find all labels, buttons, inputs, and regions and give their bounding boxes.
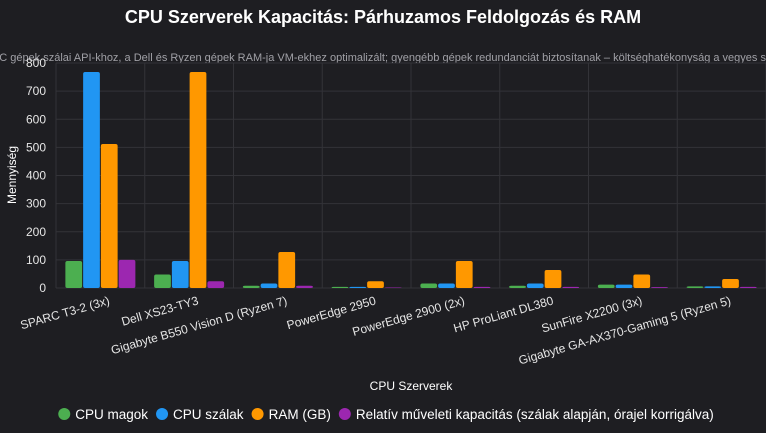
bar	[154, 274, 171, 288]
bar	[473, 286, 491, 288]
legend-swatch	[156, 408, 169, 420]
y-tick-label: 500	[26, 140, 46, 154]
bar	[171, 261, 189, 288]
bar	[739, 286, 757, 288]
bar	[438, 283, 455, 288]
x-tick-label: HP ProLiant DL380	[452, 293, 555, 335]
chart-title: CPU Szerverek Kapacitás: Párhuzamos Feld…	[125, 7, 641, 27]
bar	[509, 285, 526, 288]
bar	[189, 72, 207, 288]
bar	[633, 274, 651, 288]
bar	[118, 259, 136, 288]
legend-label: RAM (GB)	[269, 407, 331, 422]
y-tick-label: 0	[39, 281, 46, 295]
legend-label: CPU szálak	[173, 407, 244, 422]
chart-subtitle: A SPARC gépek szálai API-khoz, a Dell és…	[0, 52, 766, 64]
x-tick-label: Gigabyte B550 Vision D (Ryzen 7)	[109, 293, 288, 357]
bar	[260, 283, 278, 288]
bar	[597, 284, 615, 288]
legend-label: CPU magok	[75, 407, 148, 422]
grid	[55, 62, 766, 289]
x-axis-title: CPU Szerverek	[370, 379, 454, 393]
bar	[722, 279, 739, 288]
y-tick-label: 200	[26, 225, 46, 239]
bar	[207, 281, 225, 288]
y-tick-label: 700	[26, 84, 46, 98]
legend-item[interactable]: Relatív műveleti kapacitás (szálak alapj…	[338, 407, 714, 422]
legend-item[interactable]: RAM (GB)	[251, 407, 331, 422]
bar	[615, 284, 633, 288]
y-tick-label: 300	[26, 197, 46, 211]
bar	[651, 287, 668, 288]
bar	[278, 252, 296, 288]
y-tick-label: 100	[26, 253, 46, 267]
bar	[83, 72, 100, 288]
legend: CPU magok CPU szálak RAM (GB) Relatív művel…	[58, 407, 714, 422]
bar	[100, 144, 118, 288]
bar	[65, 261, 83, 288]
bar	[349, 286, 367, 288]
legend-item[interactable]: CPU szálak	[156, 407, 244, 422]
y-tick-label: 800	[26, 56, 46, 70]
legend-swatch	[58, 408, 71, 420]
legend-item[interactable]: CPU magok	[58, 407, 148, 422]
bar	[420, 283, 438, 288]
bar	[296, 285, 313, 288]
y-tick-label: 600	[26, 112, 46, 126]
bar	[686, 286, 704, 288]
y-tick-label: 400	[26, 169, 46, 183]
bar	[544, 270, 562, 288]
y-axis-title: Mennyiség	[5, 146, 19, 204]
legend-swatch	[251, 408, 264, 420]
bar	[367, 281, 384, 288]
y-axis-ticks: 0 100 200 300 400 500 600 700 800	[26, 56, 46, 295]
legend-swatch	[338, 408, 351, 420]
bar	[331, 286, 349, 288]
bar	[562, 286, 580, 288]
bars	[65, 72, 757, 288]
x-tick-label: SPARC T3-2 (3x)	[19, 293, 112, 332]
bar	[526, 283, 544, 288]
legend-label: Relatív műveleti kapacitás (szálak alapj…	[356, 407, 714, 422]
bar	[704, 286, 722, 288]
bar	[242, 285, 260, 288]
bar	[384, 287, 402, 288]
bar	[455, 261, 473, 288]
